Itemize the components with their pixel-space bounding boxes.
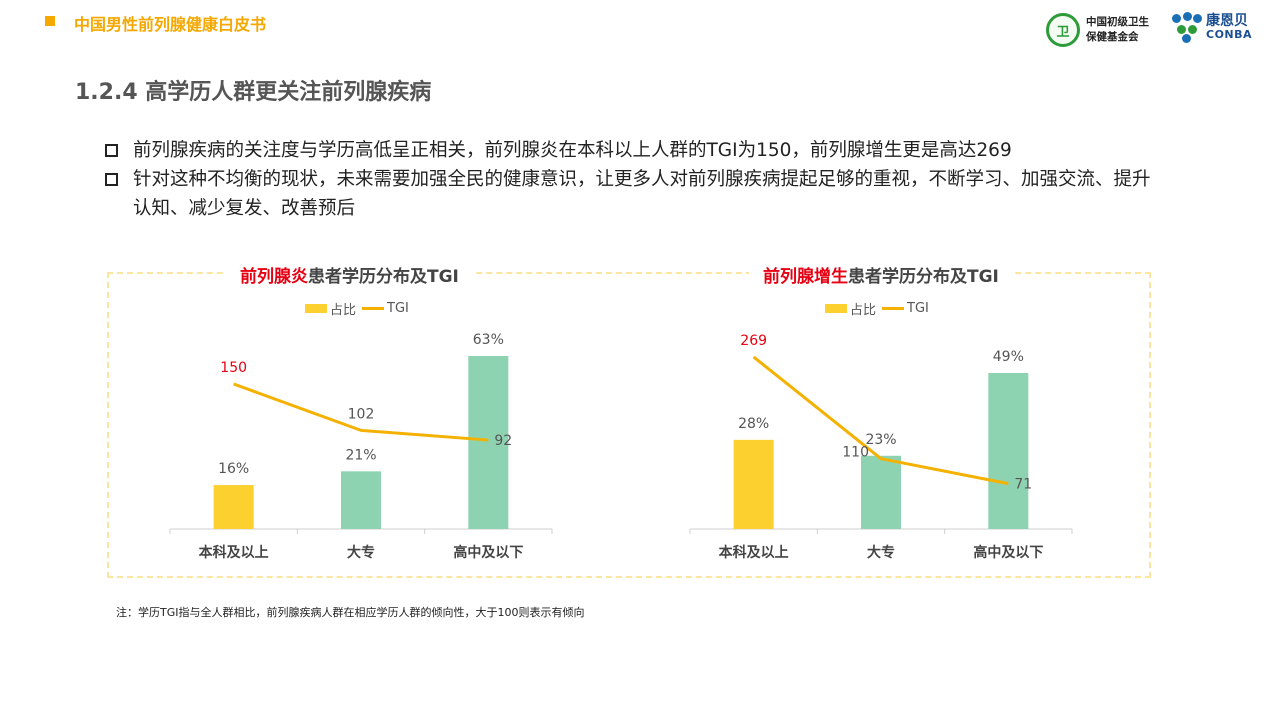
foundation-logo: 卫 中国初级卫生 保健基金会 (1046, 12, 1149, 48)
bullet-item: 针对这种不均衡的现状，未来需要加强全民的健康意识，让更多人对前列腺疾病提起足够的… (105, 165, 1165, 223)
bullet-list: 前列腺疾病的关注度与学历高低呈正相关，前列腺炎在本科以上人群的TGI为150，前… (105, 136, 1165, 223)
tgi-value-label: 269 (740, 333, 767, 349)
tgi-value-label: 102 (348, 406, 375, 422)
bullet-text: 针对这种不均衡的现状，未来需要加强全民的健康意识，让更多人对前列腺疾病提起足够的… (133, 169, 1151, 219)
legend-line-label: TGI (387, 301, 409, 316)
brand-logo: 康恩贝 CONBA (1172, 12, 1252, 44)
tgi-value-label: 110 (842, 445, 869, 461)
x-tick-label: 高中及以下 (453, 544, 523, 561)
bar (988, 373, 1029, 529)
chart-legend: 占比 TGI (825, 299, 929, 318)
x-tick-label: 高中及以下 (973, 544, 1043, 561)
legend-bar-swatch (305, 304, 327, 313)
legend-bar-label: 占比 (330, 303, 357, 318)
tgi-line (233, 382, 489, 442)
brand-name-cn: 康恩贝 (1206, 13, 1248, 29)
chart-title-hyperplasia: 前列腺增生患者学历分布及TGI (749, 262, 1013, 287)
bar (468, 356, 509, 529)
charts-frame (107, 272, 1151, 578)
brand-name-en: CONBA (1206, 28, 1253, 41)
people-icon (1172, 12, 1202, 44)
bar-value-label: 28% (738, 416, 769, 432)
bar-value-label: 49% (993, 349, 1024, 365)
footnote: 注：学历TGI指与全人群相比，前列腺疾病人群在相应学历人群的倾向性，大于100则… (116, 606, 585, 619)
section-title: 1.2.4 高学历人群更关注前列腺疾病 (75, 80, 432, 105)
legend-line-label: TGI (907, 301, 929, 316)
bar (341, 471, 381, 529)
tgi-line (752, 355, 1009, 486)
bar-value-label: 21% (345, 447, 376, 463)
wheat-emblem-icon: 卫 (1046, 13, 1080, 47)
bar-value-label: 16% (218, 461, 249, 477)
x-tick-label: 本科及以上 (199, 544, 269, 561)
header-marker (45, 16, 55, 26)
bar-value-label: 63% (473, 332, 504, 348)
legend-bar-label: 占比 (850, 303, 877, 318)
tgi-value-label: 71 (1014, 477, 1032, 493)
bar (213, 485, 254, 529)
square-bullet-icon (105, 144, 118, 157)
bullet-item: 前列腺疾病的关注度与学历高低呈正相关，前列腺炎在本科以上人群的TGI为150，前… (105, 136, 1165, 165)
foundation-name-line1: 中国初级卫生 (1086, 16, 1149, 28)
bullet-text: 前列腺疾病的关注度与学历高低呈正相关，前列腺炎在本科以上人群的TGI为150，前… (133, 140, 1012, 161)
chart-title-prostatitis: 前列腺炎患者学历分布及TGI (226, 262, 473, 287)
x-tick-label: 大专 (347, 544, 375, 561)
square-bullet-icon (105, 173, 118, 186)
tgi-value-label: 150 (220, 360, 247, 376)
tgi-value-label: 92 (494, 433, 512, 449)
report-title: 中国男性前列腺健康白皮书 (74, 15, 267, 34)
legend-bar-swatch (825, 304, 847, 313)
x-tick-label: 大专 (867, 544, 895, 561)
chart-legend: 占比 TGI (305, 299, 409, 318)
x-tick-label: 本科及以上 (719, 544, 789, 561)
bar (861, 455, 901, 529)
legend-line-swatch (362, 307, 385, 310)
foundation-name-line2: 保健基金会 (1086, 31, 1139, 43)
bar-value-label: 23% (865, 432, 896, 448)
legend-line-swatch (882, 307, 905, 310)
bar (733, 439, 774, 529)
